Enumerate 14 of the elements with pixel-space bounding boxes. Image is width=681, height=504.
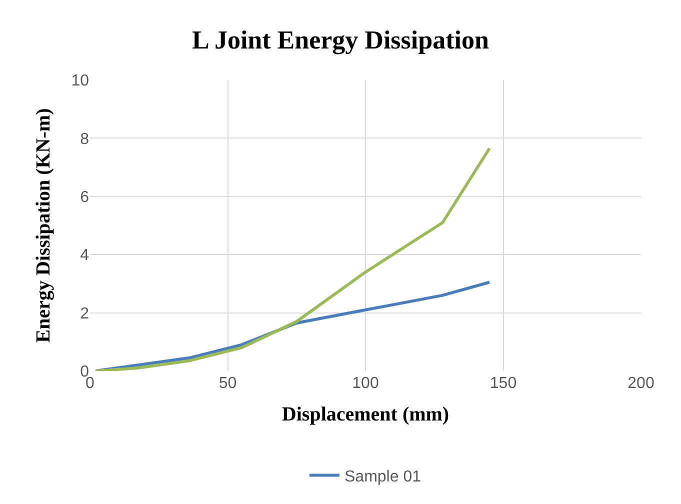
x-axis-title: Displacement (mm) — [282, 404, 450, 426]
y-tick-label: 6 — [80, 189, 90, 206]
line-series — [94, 146, 491, 371]
y-tick-label: 8 — [80, 130, 90, 148]
x-tick-label: 100 — [352, 375, 379, 392]
x-tick-label: 200 — [628, 375, 654, 392]
x-tick-label: 150 — [490, 375, 517, 392]
y-axis-title: Energy Dissipation (KN-m) — [32, 108, 55, 343]
y-tick-label: 10 — [71, 72, 90, 90]
y-tick-label: 4 — [80, 247, 90, 264]
chart-title: L Joint Energy Dissipation — [192, 25, 490, 54]
y-tick-label: 2 — [80, 305, 90, 322]
legend-label: Sample 01 — [344, 468, 422, 486]
x-tick-label: 50 — [218, 375, 237, 392]
